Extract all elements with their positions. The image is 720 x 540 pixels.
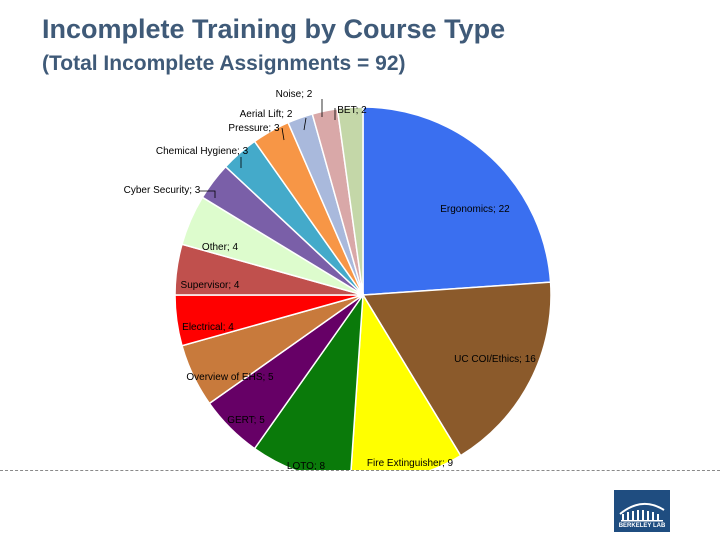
- pie-slice-bet: [336, 106, 364, 296]
- data-label-supervisor: Supervisor; 4: [181, 280, 240, 291]
- chart-subtitle: (Total Incomplete Assignments = 92): [42, 52, 406, 75]
- data-label-ergonomics: Ergonomics; 22: [440, 204, 510, 215]
- leader-line: [200, 190, 216, 198]
- data-label-overview-of-ehs: Overview of EHS; 5: [186, 372, 274, 383]
- pie-slice-uc-coi-ethics: [361, 281, 552, 457]
- logo-text: BERKELEY LAB: [618, 523, 666, 529]
- data-label-pressure: Pressure; 3: [228, 123, 280, 134]
- pie-slice-ergonomics: [362, 106, 552, 296]
- data-label-loto: LOTO; 8: [287, 461, 326, 470]
- data-label-cyber-security: Cyber Security; 3: [124, 185, 201, 196]
- leader-line: [281, 127, 285, 141]
- data-label-uc-coi-ethics: UC COI/Ethics; 16: [454, 354, 536, 365]
- data-label-chemical-hygiene: Chemical Hygiene; 3: [156, 146, 249, 157]
- data-label-bet: BET; 2: [337, 105, 367, 116]
- footer-divider: [0, 470, 720, 471]
- data-label-noise: Noise; 2: [276, 89, 313, 100]
- data-label-aerial-lift: Aerial Lift; 2: [240, 109, 293, 120]
- data-label-electrical: Electrical; 4: [182, 322, 234, 333]
- pie-slice-loto: [253, 292, 364, 470]
- data-label-fire-extinguisher: Fire Extinguisher; 9: [367, 458, 454, 469]
- pie-chart: Ergonomics; 22 UC COI/Ethics; 16 Fire Exti…: [124, 89, 552, 470]
- leader-line: [303, 117, 307, 131]
- data-label-gert: GERT; 5: [227, 415, 265, 426]
- chart-title: Incomplete Training by Course Type: [42, 14, 506, 44]
- pie-slice-fire-extinguisher: [350, 292, 462, 470]
- berkeley-lab-logo: BERKELEY LAB: [614, 490, 670, 532]
- data-label-other: Other; 4: [202, 242, 239, 253]
